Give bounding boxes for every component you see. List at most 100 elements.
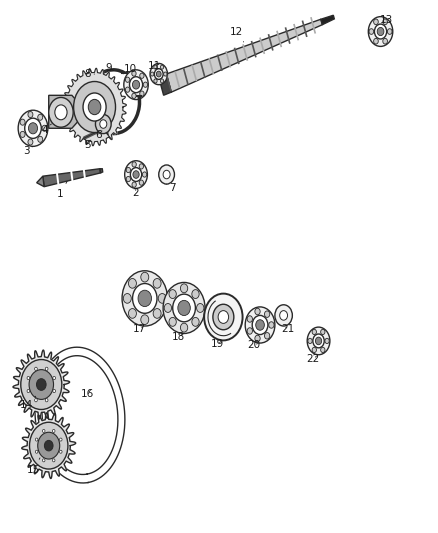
Circle shape	[156, 71, 161, 77]
Polygon shape	[63, 68, 127, 146]
Circle shape	[125, 77, 130, 83]
Circle shape	[132, 93, 136, 99]
Polygon shape	[49, 95, 78, 128]
Circle shape	[100, 120, 107, 128]
Circle shape	[53, 459, 55, 462]
Circle shape	[128, 279, 136, 288]
Circle shape	[99, 128, 102, 133]
Circle shape	[269, 322, 274, 328]
Circle shape	[213, 304, 234, 330]
Circle shape	[122, 271, 167, 326]
Circle shape	[325, 338, 329, 344]
Circle shape	[256, 320, 265, 330]
Circle shape	[83, 93, 106, 121]
Circle shape	[178, 301, 191, 316]
Text: 18: 18	[172, 332, 185, 342]
Circle shape	[20, 119, 25, 125]
Circle shape	[150, 63, 167, 85]
Text: 6: 6	[95, 130, 102, 140]
Circle shape	[247, 316, 252, 322]
Text: 3: 3	[23, 146, 33, 156]
Circle shape	[126, 167, 131, 173]
Circle shape	[35, 438, 38, 441]
Circle shape	[154, 69, 163, 79]
Circle shape	[192, 289, 199, 298]
Polygon shape	[100, 169, 103, 173]
Circle shape	[131, 167, 142, 181]
Circle shape	[140, 73, 144, 78]
Text: 14: 14	[20, 396, 35, 410]
Circle shape	[140, 91, 144, 96]
Circle shape	[164, 72, 167, 76]
Text: 21: 21	[281, 324, 295, 334]
Circle shape	[125, 161, 148, 188]
Circle shape	[154, 79, 157, 83]
Circle shape	[153, 309, 161, 318]
Circle shape	[204, 294, 243, 341]
Circle shape	[44, 440, 53, 451]
Circle shape	[369, 29, 374, 34]
Circle shape	[180, 284, 188, 293]
Circle shape	[27, 390, 30, 393]
Circle shape	[275, 305, 292, 326]
Circle shape	[255, 308, 260, 314]
Circle shape	[35, 450, 38, 453]
Circle shape	[387, 29, 392, 34]
Circle shape	[180, 323, 188, 332]
Circle shape	[173, 294, 195, 322]
Text: 1: 1	[57, 181, 67, 199]
Circle shape	[169, 318, 177, 326]
Text: 13: 13	[380, 15, 393, 25]
Circle shape	[132, 182, 136, 187]
Circle shape	[38, 136, 43, 142]
Circle shape	[36, 378, 46, 390]
Circle shape	[27, 376, 30, 379]
Circle shape	[35, 367, 37, 370]
Text: 20: 20	[247, 340, 261, 350]
Circle shape	[151, 72, 154, 76]
Circle shape	[42, 430, 45, 432]
Circle shape	[139, 180, 144, 185]
Circle shape	[265, 333, 270, 339]
Text: 4: 4	[41, 124, 51, 135]
Circle shape	[132, 71, 136, 76]
Polygon shape	[22, 413, 76, 479]
Circle shape	[321, 348, 325, 352]
Text: 7: 7	[166, 183, 176, 193]
Circle shape	[163, 282, 205, 334]
Circle shape	[88, 99, 101, 115]
Circle shape	[125, 87, 130, 92]
Circle shape	[374, 38, 378, 44]
Circle shape	[49, 98, 73, 127]
Circle shape	[308, 338, 312, 344]
Text: 10: 10	[124, 64, 137, 74]
Circle shape	[53, 430, 55, 432]
Circle shape	[265, 311, 270, 318]
Circle shape	[20, 131, 25, 138]
Circle shape	[124, 294, 131, 303]
Circle shape	[126, 176, 131, 182]
Circle shape	[25, 118, 41, 139]
Circle shape	[53, 390, 56, 393]
Circle shape	[60, 450, 62, 453]
Circle shape	[28, 123, 38, 134]
Circle shape	[255, 335, 260, 342]
Circle shape	[38, 432, 60, 459]
Circle shape	[141, 272, 149, 282]
Polygon shape	[166, 19, 322, 92]
Circle shape	[218, 311, 229, 324]
Circle shape	[252, 316, 268, 335]
Text: 16: 16	[81, 389, 94, 399]
Circle shape	[154, 65, 157, 69]
Circle shape	[42, 125, 47, 131]
Circle shape	[153, 279, 161, 288]
Circle shape	[130, 77, 143, 93]
Circle shape	[141, 315, 149, 325]
Circle shape	[315, 337, 321, 345]
Circle shape	[169, 289, 177, 298]
Circle shape	[160, 65, 164, 69]
Text: 5: 5	[84, 140, 91, 150]
Circle shape	[374, 19, 378, 25]
Polygon shape	[37, 176, 44, 187]
Circle shape	[139, 164, 144, 169]
